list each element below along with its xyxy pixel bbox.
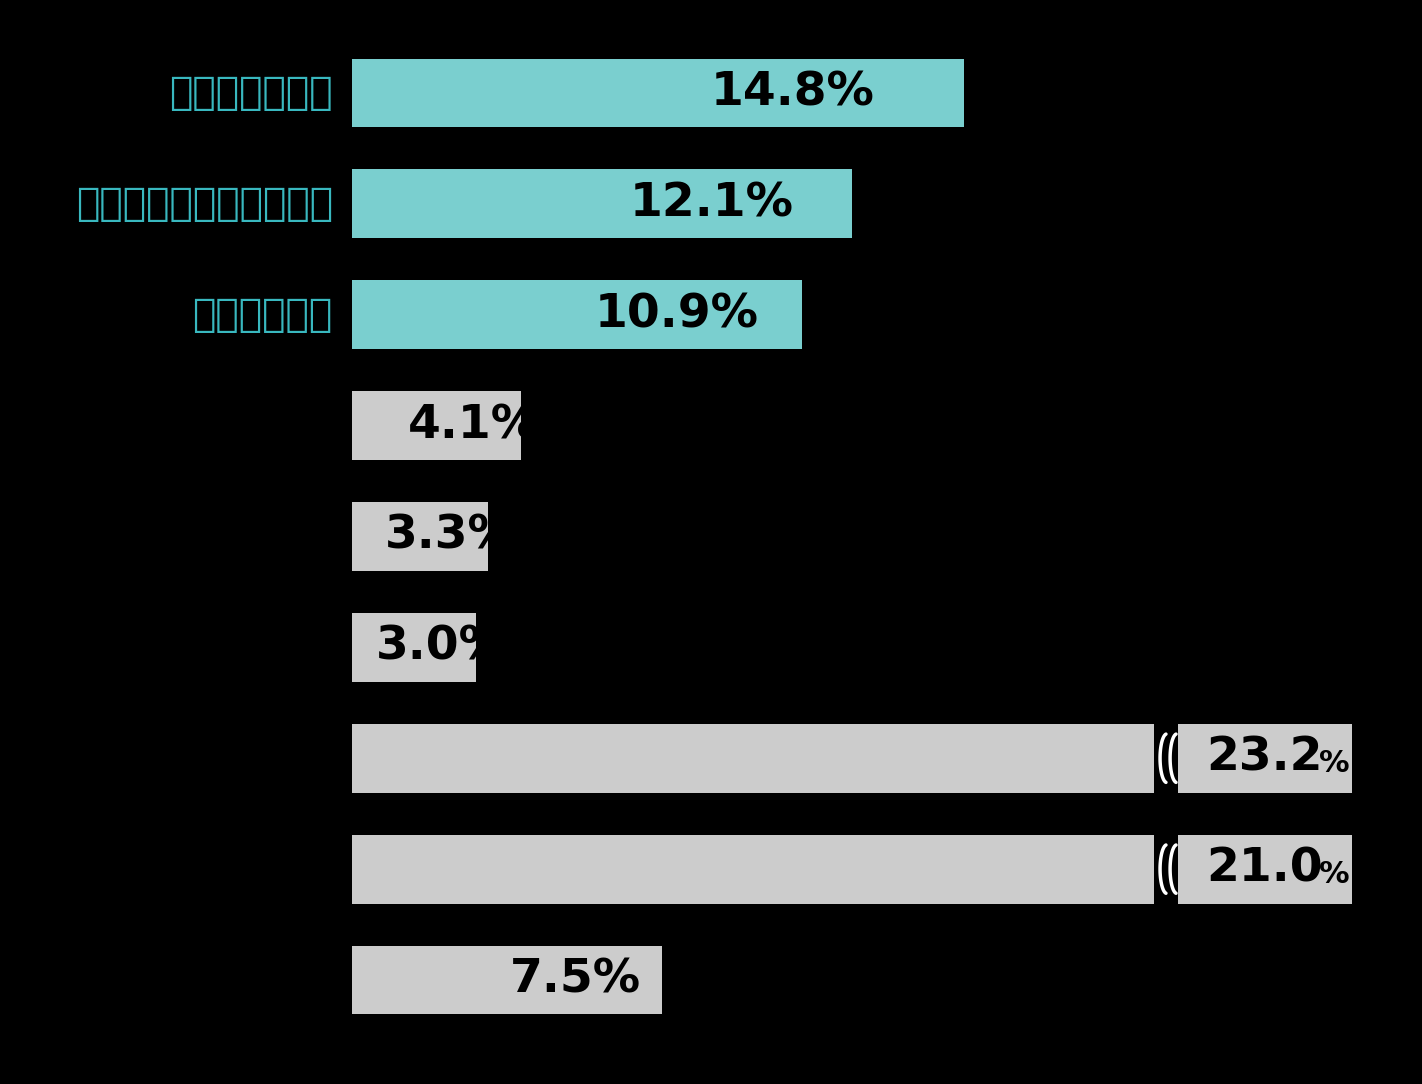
Text: 21.0: 21.0 [1206,847,1322,892]
Bar [1153,719,1177,798]
Text: %: % [1320,749,1349,778]
Text: 7.5%: 7.5% [509,957,640,1003]
Text: 不適切なケア: 不適切なケア [192,296,333,334]
Text: 14.8%: 14.8% [711,70,875,115]
Text: 3.3%: 3.3% [384,514,515,559]
Bar [1153,829,1177,909]
Bar [351,612,476,682]
Text: 本人の理解不足: 本人の理解不足 [169,74,333,112]
Text: 10.9%: 10.9% [594,293,758,337]
Text: 定期検査へ行っていない: 定期検査へ行っていない [75,184,333,223]
Bar [351,59,964,127]
Bar [351,169,852,238]
Text: 3.0%: 3.0% [375,624,506,670]
Bar [1176,724,1352,792]
Text: 12.1%: 12.1% [630,181,793,227]
Bar [1176,835,1352,903]
Bar [351,391,522,460]
Text: 23.2: 23.2 [1206,736,1322,780]
Bar [351,724,1155,792]
Bar [351,835,1155,903]
Text: %: % [1320,861,1349,889]
Bar [351,281,802,349]
Bar [351,945,661,1015]
Text: 4.1%: 4.1% [408,403,539,448]
Bar [351,502,488,571]
